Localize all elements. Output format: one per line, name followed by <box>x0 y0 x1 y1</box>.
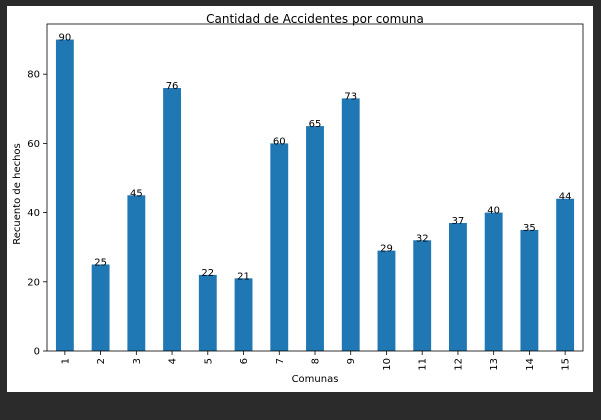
bar-label-comuna-11: 32 <box>416 233 429 244</box>
x-tick-label-11: 11 <box>418 358 429 371</box>
bar-comuna-15 <box>556 198 575 351</box>
y-tick-label-80: 80 <box>27 70 40 81</box>
y-tick-label-60: 60 <box>27 139 40 150</box>
x-tick-label-13: 13 <box>489 358 500 371</box>
bar-comuna-12 <box>449 222 467 351</box>
bar-comuna-5 <box>198 274 217 351</box>
x-tick-label-12: 12 <box>453 358 464 371</box>
x-tick-label-4: 4 <box>168 358 179 364</box>
bar-label-comuna-8: 65 <box>309 119 322 130</box>
y-ticks-group: 0 20 40 60 80 <box>27 70 47 358</box>
bar-label-comuna-13: 40 <box>487 206 500 217</box>
bar-label-comuna-1: 90 <box>58 33 71 44</box>
bars-group <box>55 39 575 352</box>
y-tick-label-40: 40 <box>27 208 40 219</box>
chart-title: Cantidad de Accidentes por comuna <box>206 12 424 26</box>
x-tick-label-7: 7 <box>275 358 286 364</box>
bar-comuna-11 <box>413 240 432 351</box>
bar-comuna-3 <box>127 195 146 351</box>
bar-label-comuna-15: 44 <box>559 192 572 203</box>
x-tick-label-5: 5 <box>203 358 214 364</box>
bar-label-comuna-2: 25 <box>94 257 107 268</box>
bar-chart: Cantidad de Accidentes por comuna Comuna… <box>12 12 584 385</box>
bar-comuna-8 <box>306 126 324 351</box>
x-axis-label: Comunas <box>292 374 339 385</box>
bar-comuna-1 <box>55 39 74 351</box>
bar-comuna-4 <box>163 88 181 352</box>
bar-comuna-9 <box>341 98 360 352</box>
x-tick-label-9: 9 <box>346 358 357 364</box>
bar-label-comuna-14: 35 <box>523 223 536 234</box>
bar-label-comuna-10: 29 <box>380 244 393 255</box>
chart-canvas: Cantidad de Accidentes por comuna Comuna… <box>7 6 593 392</box>
bar-labels-group: 90 25 45 76 22 21 60 65 73 29 32 37 40 35 44 <box>58 33 571 283</box>
bar-label-comuna-9: 73 <box>344 91 357 102</box>
bar-label-comuna-12: 37 <box>452 216 465 227</box>
x-tick-label-1: 1 <box>60 358 71 364</box>
y-tick-label-20: 20 <box>27 277 40 288</box>
x-tick-label-15: 15 <box>561 358 572 371</box>
bar-label-comuna-3: 45 <box>130 188 143 199</box>
bar-label-comuna-5: 22 <box>201 268 214 279</box>
bar-comuna-6 <box>234 278 253 351</box>
y-tick-label-0: 0 <box>34 347 40 358</box>
bar-comuna-10 <box>377 250 396 351</box>
x-ticks-group: 1 2 3 4 5 6 7 8 9 10 11 12 13 14 15 <box>60 351 572 371</box>
bar-comuna-13 <box>484 212 503 351</box>
x-tick-label-14: 14 <box>525 358 536 371</box>
y-axis-label: Recuento de hechos <box>12 143 23 245</box>
bar-label-comuna-7: 60 <box>273 136 286 147</box>
bar-comuna-14 <box>520 229 539 351</box>
bar-comuna-7 <box>270 143 289 351</box>
bar-label-comuna-4: 76 <box>166 81 179 92</box>
x-tick-label-8: 8 <box>311 358 322 364</box>
x-tick-label-2: 2 <box>96 358 107 364</box>
x-tick-label-6: 6 <box>239 358 250 364</box>
bar-label-comuna-6: 21 <box>237 271 250 282</box>
x-tick-label-3: 3 <box>132 358 143 364</box>
plot-area-border <box>46 23 584 352</box>
x-tick-label-10: 10 <box>382 358 393 371</box>
bar-comuna-2 <box>91 264 110 351</box>
